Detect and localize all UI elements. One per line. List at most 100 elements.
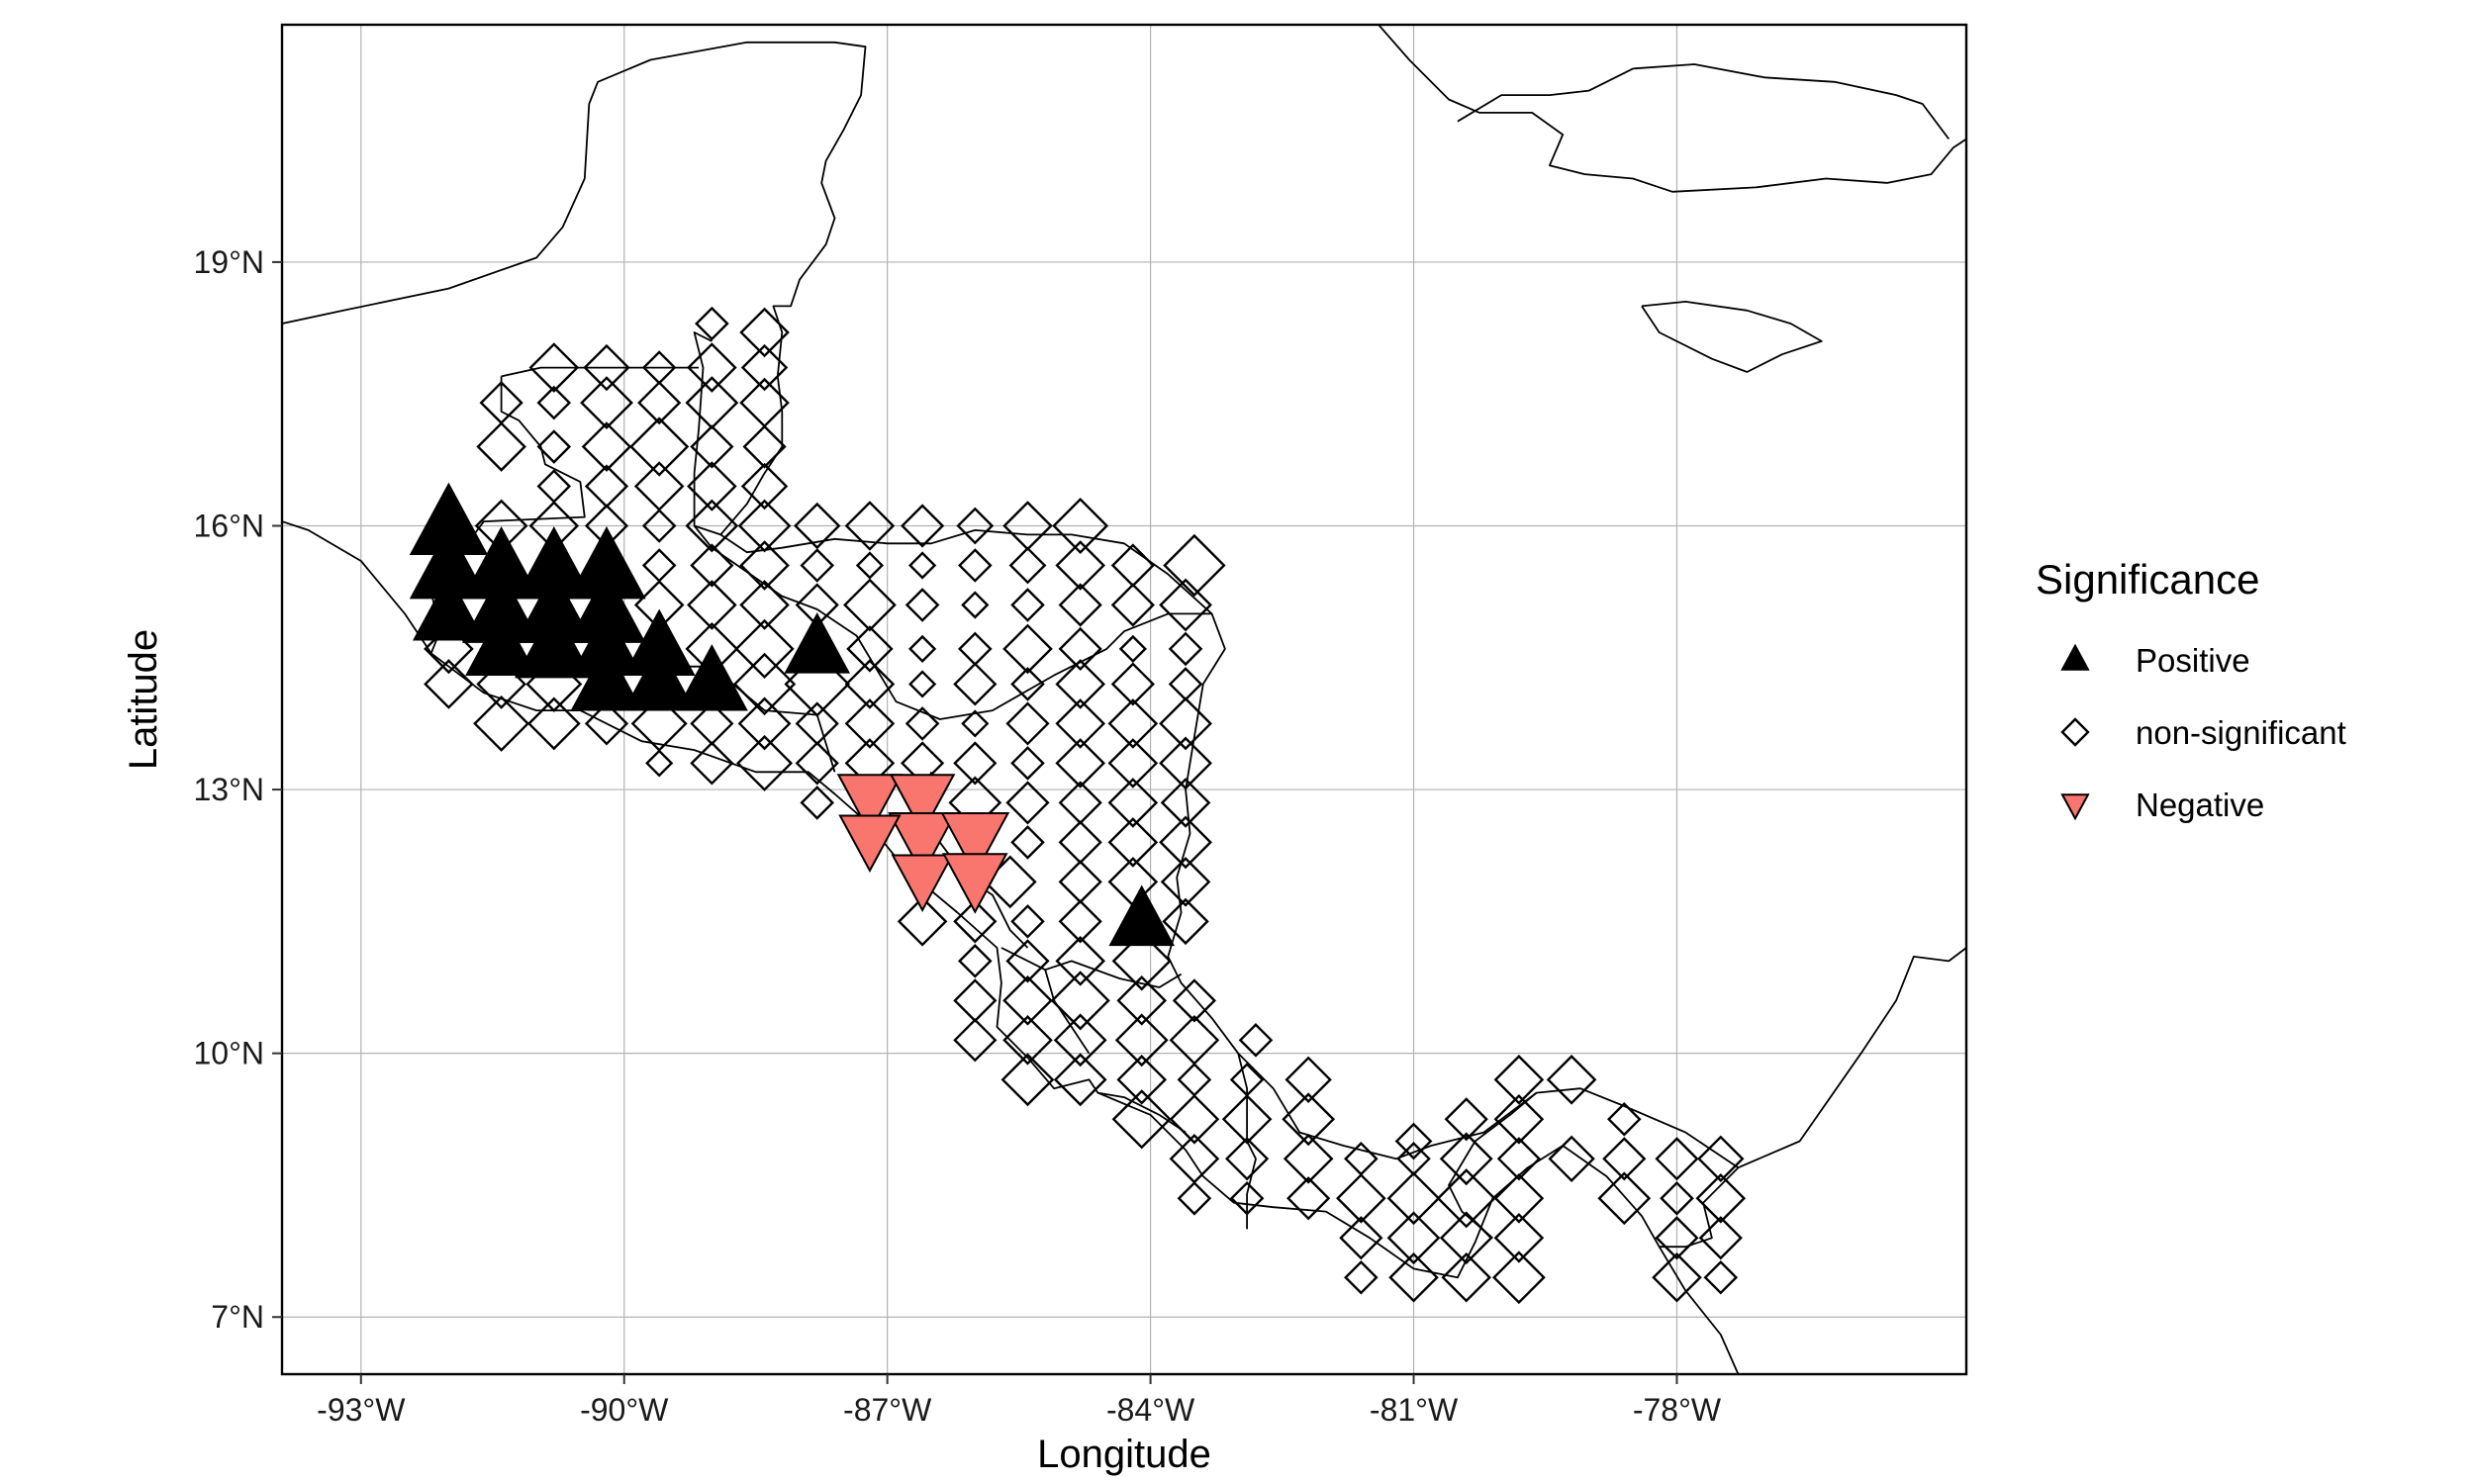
nonsignificant-point — [953, 1018, 998, 1063]
nonsignificant-point — [1388, 1252, 1439, 1303]
y-tick-label: 13°N — [194, 772, 265, 807]
negative-point — [888, 812, 957, 877]
negative-point — [838, 814, 902, 874]
nonsignificant-point — [1159, 736, 1212, 790]
nonsignificant-point — [908, 670, 937, 698]
nonsignificant-point — [1159, 696, 1212, 751]
negative-point — [942, 853, 1008, 914]
nonsignificant-point — [580, 376, 633, 429]
x-tick-label: -78°W — [1633, 1392, 1722, 1428]
nonsignificant-point — [1169, 1094, 1220, 1145]
nonsignificant-point — [958, 944, 993, 978]
coastline — [1659, 1166, 1740, 1249]
positive-point — [412, 573, 485, 641]
nonsignificant-point — [1052, 498, 1109, 554]
nonsignificant-point — [1055, 936, 1105, 986]
coastline — [1378, 25, 1966, 193]
nonsignificant-point — [795, 741, 839, 786]
nonsignificant-point — [1444, 1097, 1488, 1142]
nonsignificant-point — [1005, 939, 1050, 983]
nonsignificant-point — [1010, 904, 1045, 939]
nonsignificant-point — [1010, 825, 1045, 860]
nonsignificant-point — [1386, 1211, 1441, 1265]
positive-point — [622, 644, 696, 711]
coastline — [1448, 1091, 1538, 1239]
nonsignificant-point — [1496, 1137, 1542, 1181]
nonsignificant-point — [1606, 1102, 1642, 1137]
nonsignificant-point — [1336, 1172, 1386, 1224]
nonsignificant-point — [956, 507, 995, 545]
legend-title: Significance — [2036, 556, 2259, 603]
positive-point — [784, 612, 851, 674]
nonsignificant-point — [1436, 1168, 1496, 1229]
nonsignificant-point — [1493, 1094, 1545, 1145]
nonsignificant-point — [1394, 1122, 1433, 1160]
y-tick-label: 10°N — [194, 1036, 265, 1071]
nonsignificant-point — [1221, 1094, 1273, 1145]
nonsignificant-point — [1597, 1171, 1652, 1226]
nonsignificant-point — [844, 501, 896, 551]
x-tick-label: -90°W — [580, 1392, 669, 1428]
nonsignificant-point — [690, 543, 734, 588]
panel-background — [282, 25, 1966, 1374]
legend-key-nonsignificant — [2060, 717, 2090, 747]
nonsignificant-point — [1546, 1055, 1597, 1105]
nonsignificant-point — [1050, 971, 1110, 1031]
nonsignificant-point — [1493, 1172, 1545, 1224]
nonsignificant-point — [737, 499, 792, 553]
nonsignificant-point — [897, 896, 948, 947]
legend-label: Negative — [2136, 787, 2264, 823]
nonsignificant-point — [1439, 1211, 1493, 1265]
nonsignificant-point — [843, 578, 897, 632]
coastline — [430, 652, 1740, 1374]
nonsignificant-point — [1116, 1055, 1168, 1105]
legend-label: non-significant — [2136, 714, 2346, 751]
negative-point — [836, 774, 904, 835]
nonsignificant-point — [961, 709, 990, 738]
nonsignificant-point — [1110, 662, 1155, 706]
x-axis-title: Longitude — [1037, 1433, 1211, 1476]
nonsignificant-point — [953, 662, 998, 706]
coastline — [1237, 1053, 1257, 1230]
nonsignificant-point — [645, 749, 674, 778]
nonsignificant-point — [1655, 1216, 1699, 1260]
nonsignificant-point — [536, 385, 572, 420]
nonsignificant-point — [1116, 975, 1168, 1026]
nonsignificant-point — [1002, 1015, 1053, 1066]
nonsignificant-point — [581, 421, 632, 472]
coastline — [1738, 947, 1966, 1169]
nonsignificant-point — [953, 899, 998, 944]
nonsignificant-point — [800, 786, 835, 820]
nonsignificant-point — [1698, 1216, 1743, 1260]
nonsignificant-point — [1053, 1013, 1107, 1067]
nonsignificant-point — [1010, 667, 1045, 701]
legend: Significance Positive non-significant Nega… — [2036, 556, 2346, 823]
nonsignificant-point — [1172, 978, 1217, 1023]
nonsignificant-point — [1002, 623, 1053, 675]
nonsignificant-point — [784, 651, 851, 717]
nonsignificant-point — [1493, 1212, 1545, 1263]
legend-label: Positive — [2136, 642, 2250, 679]
nonsignificant-point — [1107, 738, 1159, 788]
coastline — [1457, 63, 1951, 140]
nonsignificant-point — [1111, 931, 1172, 991]
nonsignificant-point — [687, 461, 737, 511]
coastlines — [282, 25, 1966, 1374]
nonsignificant-point — [1439, 1132, 1493, 1186]
nonsignificant-point — [908, 634, 937, 664]
nonsignificant-point — [740, 343, 789, 392]
nonsignificant-point — [732, 652, 797, 716]
nonsignificant-point — [908, 551, 937, 580]
nonsignificant-point — [1286, 1176, 1331, 1221]
nonsignificant-point — [1283, 1133, 1334, 1184]
nonsignificant-point — [855, 551, 885, 580]
coastline — [1097, 1091, 1187, 1134]
nonsignificant-point — [1652, 1252, 1702, 1303]
nonsignificant-point — [1055, 698, 1105, 749]
nonsignificant-point — [583, 343, 630, 392]
nonsignificant-point — [1285, 1056, 1332, 1104]
nonsignificant-point — [1159, 578, 1212, 632]
data-points — [409, 306, 1747, 1305]
nonsignificant-point — [1000, 1053, 1055, 1107]
